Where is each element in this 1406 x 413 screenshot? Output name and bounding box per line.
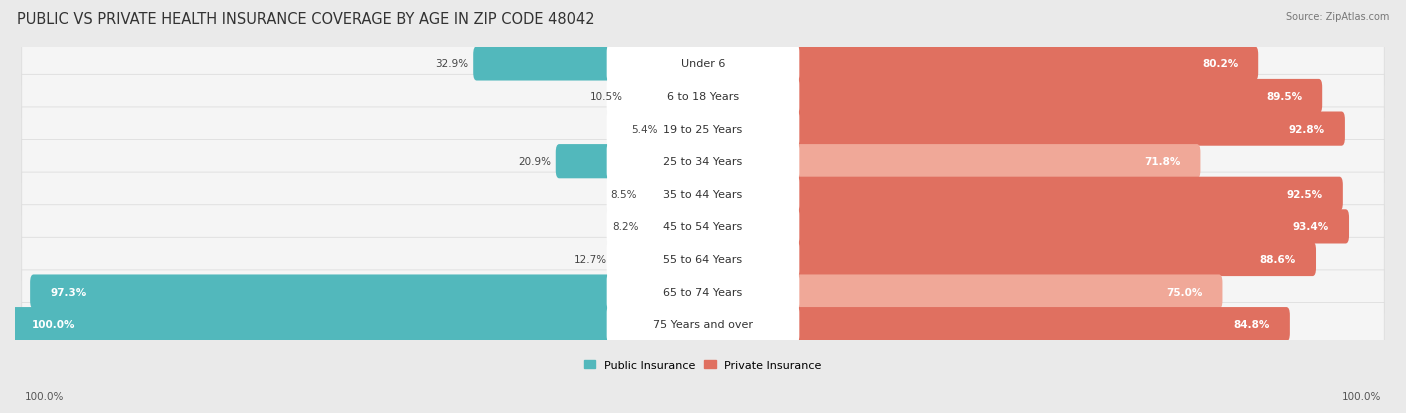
FancyBboxPatch shape — [700, 177, 1343, 211]
FancyBboxPatch shape — [21, 108, 1385, 151]
Text: 97.3%: 97.3% — [51, 287, 86, 297]
FancyBboxPatch shape — [700, 145, 1201, 179]
FancyBboxPatch shape — [21, 303, 1385, 346]
Text: 100.0%: 100.0% — [1341, 391, 1381, 401]
FancyBboxPatch shape — [662, 112, 706, 146]
FancyBboxPatch shape — [700, 80, 1322, 114]
FancyBboxPatch shape — [627, 80, 706, 114]
Text: 80.2%: 80.2% — [1202, 59, 1239, 69]
FancyBboxPatch shape — [606, 240, 800, 279]
Text: 84.8%: 84.8% — [1233, 319, 1270, 330]
FancyBboxPatch shape — [606, 142, 800, 181]
Text: 10.5%: 10.5% — [589, 92, 623, 102]
Text: 55 to 64 Years: 55 to 64 Years — [664, 254, 742, 264]
FancyBboxPatch shape — [606, 77, 800, 116]
FancyBboxPatch shape — [606, 110, 800, 149]
FancyBboxPatch shape — [21, 43, 1385, 86]
Text: PUBLIC VS PRIVATE HEALTH INSURANCE COVERAGE BY AGE IN ZIP CODE 48042: PUBLIC VS PRIVATE HEALTH INSURANCE COVER… — [17, 12, 595, 27]
FancyBboxPatch shape — [555, 145, 706, 179]
Text: 75 Years and over: 75 Years and over — [652, 319, 754, 330]
FancyBboxPatch shape — [474, 47, 706, 81]
Text: 92.8%: 92.8% — [1289, 124, 1324, 134]
Legend: Public Insurance, Private Insurance: Public Insurance, Private Insurance — [583, 360, 823, 370]
FancyBboxPatch shape — [643, 210, 706, 244]
FancyBboxPatch shape — [21, 238, 1385, 281]
Text: 6 to 18 Years: 6 to 18 Years — [666, 92, 740, 102]
FancyBboxPatch shape — [700, 112, 1346, 146]
FancyBboxPatch shape — [606, 305, 800, 344]
Text: 100.0%: 100.0% — [31, 319, 75, 330]
Text: 75.0%: 75.0% — [1166, 287, 1202, 297]
Text: 32.9%: 32.9% — [436, 59, 468, 69]
Text: 93.4%: 93.4% — [1294, 222, 1329, 232]
Text: 20.9%: 20.9% — [517, 157, 551, 167]
FancyBboxPatch shape — [30, 275, 706, 309]
Text: 25 to 34 Years: 25 to 34 Years — [664, 157, 742, 167]
FancyBboxPatch shape — [606, 273, 800, 311]
FancyBboxPatch shape — [641, 177, 706, 211]
Text: Under 6: Under 6 — [681, 59, 725, 69]
Text: 71.8%: 71.8% — [1144, 157, 1181, 167]
FancyBboxPatch shape — [612, 242, 706, 276]
FancyBboxPatch shape — [21, 270, 1385, 313]
Text: 8.5%: 8.5% — [610, 189, 637, 199]
Text: 8.2%: 8.2% — [612, 222, 638, 232]
Text: 45 to 54 Years: 45 to 54 Years — [664, 222, 742, 232]
FancyBboxPatch shape — [700, 307, 1289, 342]
FancyBboxPatch shape — [700, 210, 1348, 244]
Text: 92.5%: 92.5% — [1286, 189, 1323, 199]
FancyBboxPatch shape — [606, 45, 800, 83]
FancyBboxPatch shape — [21, 75, 1385, 119]
FancyBboxPatch shape — [21, 173, 1385, 216]
FancyBboxPatch shape — [606, 175, 800, 214]
Text: 100.0%: 100.0% — [25, 391, 65, 401]
Text: 65 to 74 Years: 65 to 74 Years — [664, 287, 742, 297]
Text: 12.7%: 12.7% — [574, 254, 607, 264]
FancyBboxPatch shape — [700, 47, 1258, 81]
FancyBboxPatch shape — [700, 242, 1316, 276]
FancyBboxPatch shape — [606, 207, 800, 246]
Text: Source: ZipAtlas.com: Source: ZipAtlas.com — [1285, 12, 1389, 22]
Text: 35 to 44 Years: 35 to 44 Years — [664, 189, 742, 199]
FancyBboxPatch shape — [21, 140, 1385, 183]
FancyBboxPatch shape — [700, 275, 1222, 309]
Text: 89.5%: 89.5% — [1267, 92, 1302, 102]
Text: 5.4%: 5.4% — [631, 124, 658, 134]
Text: 88.6%: 88.6% — [1260, 254, 1296, 264]
FancyBboxPatch shape — [21, 205, 1385, 249]
Text: 19 to 25 Years: 19 to 25 Years — [664, 124, 742, 134]
FancyBboxPatch shape — [11, 307, 706, 342]
